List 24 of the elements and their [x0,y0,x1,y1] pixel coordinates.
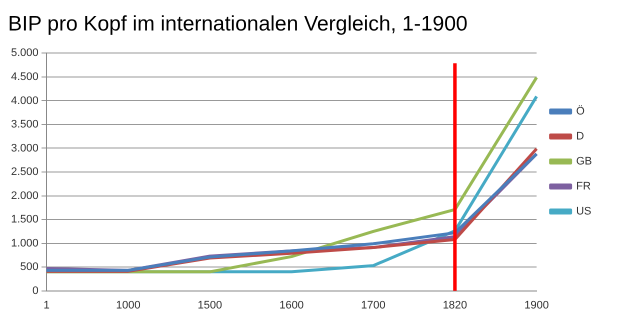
y-tick-label: 1.000 [10,237,39,250]
x-tick-label: 1700 [361,299,386,312]
chart-title: BIP pro Kopf im internationalen Vergleich, 1-1900 [8,12,468,36]
y-tick-label: 1.500 [10,214,39,226]
y-tick-label: 0 [32,284,39,297]
x-tick-label: 1000 [116,299,140,312]
y-tick-label: 4.000 [10,94,39,107]
x-tick-label: 1820 [442,299,468,312]
y-tick-label: 500 [20,261,39,274]
y-tick-label: 4.500 [10,70,39,83]
x-tick-label: 1 [43,299,50,312]
y-tick-label: 5.000 [10,47,39,60]
y-tick-label: 2.000 [10,190,39,202]
x-tick-label: 1600 [279,299,304,312]
legend-label: Ö [576,104,586,118]
legend-label: GB [576,156,592,168]
legend-label: D [576,130,584,143]
legend-label: US [576,206,592,218]
legend-label: FR [576,180,591,193]
y-tick-label: 3.500 [10,118,39,131]
y-tick-label: 3.000 [10,142,39,154]
x-tick-label: 1900 [524,299,549,312]
x-tick-label: 1500 [198,299,222,312]
y-tick-label: 2.500 [10,166,39,178]
